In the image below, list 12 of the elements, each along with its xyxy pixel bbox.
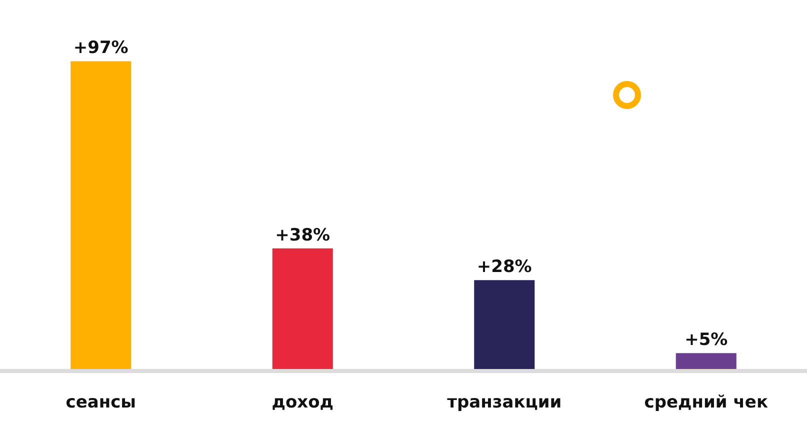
data-label: +38% bbox=[275, 225, 330, 246]
bar bbox=[474, 280, 535, 369]
x-tick-label: средний чек bbox=[644, 392, 768, 412]
x-tick-label: транзакции bbox=[447, 392, 562, 412]
data-label: +28% bbox=[476, 257, 532, 278]
bar bbox=[676, 353, 736, 369]
bar bbox=[70, 61, 132, 369]
x-tick-label: доход bbox=[272, 392, 334, 412]
bar bbox=[272, 248, 333, 369]
data-label: +97% bbox=[73, 38, 128, 58]
data-label: +5% bbox=[684, 330, 728, 350]
x-tick-label: сеансы bbox=[66, 392, 136, 412]
